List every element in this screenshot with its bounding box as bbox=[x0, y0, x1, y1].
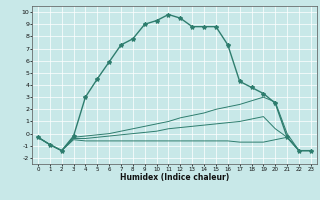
X-axis label: Humidex (Indice chaleur): Humidex (Indice chaleur) bbox=[120, 173, 229, 182]
